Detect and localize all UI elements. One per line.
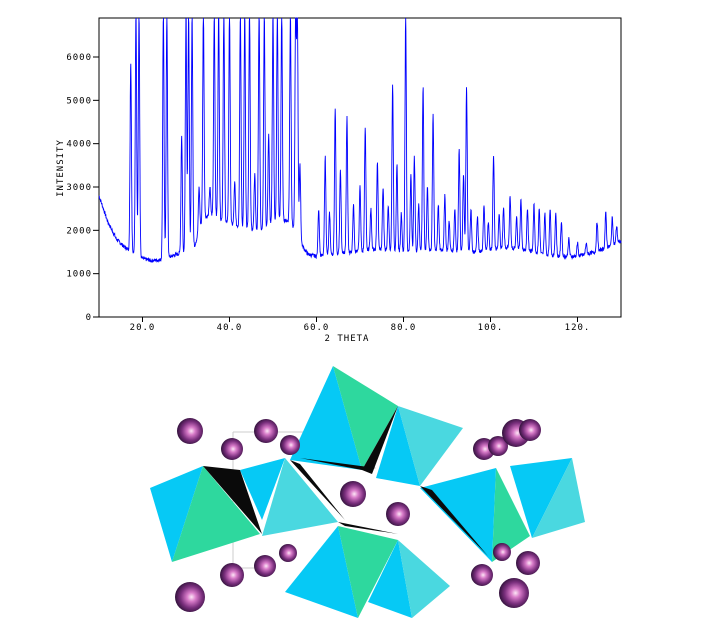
tetrahedron [240,458,285,520]
diffraction-chart: 0 1000 2000 3000 4000 5000 6000 20.0 40.0 60.0 80… [56,17,622,344]
y-tick-label: 6000 [66,53,92,63]
tetrahedron [172,466,260,562]
atom [493,543,511,561]
x-tick-label: 100. [478,323,504,333]
tetrahedron [262,458,338,536]
y-tick-label: 0 [86,313,92,323]
atom [177,418,203,444]
y-tick-label: 4000 [66,140,92,150]
shaded-face [362,406,398,474]
x-tick-label: 40.0 [217,323,243,333]
tetrahedron [398,540,450,618]
atom [254,555,276,577]
atom [175,582,205,612]
y-tick-label: 5000 [66,96,92,106]
tetrahedron [290,366,362,470]
diffraction-pattern-line [98,17,622,263]
tetrahedron [150,466,203,562]
atom [254,419,278,443]
x-tick-label: 60.0 [304,323,330,333]
y-tick-label: 3000 [66,183,92,193]
x-axis: 20.0 40.0 60.0 80.0 100. 120. [130,317,591,333]
tetrahedron [532,458,585,538]
atom [471,564,493,586]
x-tick-label: 20.0 [130,323,156,333]
atom [516,551,540,575]
x-axis-title: 2 THETA [325,334,370,344]
atom [488,436,508,456]
y-tick-label: 2000 [66,226,92,236]
tetrahedron [492,468,530,562]
x-tick-label: 80.0 [391,323,417,333]
atom [220,563,244,587]
tetrahedron [285,526,358,618]
shaded-face [300,458,376,470]
tetrahedron [368,540,412,618]
plot-frame [98,17,622,318]
atom [340,481,366,507]
atom [519,419,541,441]
tetrahedron [333,366,398,470]
crystal-structure-illustration [150,366,585,618]
shaded-face [420,486,488,556]
atoms [175,418,541,612]
tetrahedron [376,406,420,486]
atom [499,578,529,608]
shaded-face [290,460,345,520]
x-tick-label: 120. [565,323,591,333]
atom [221,438,243,460]
tetrahedron [420,468,496,562]
y-axis-title: INTENSITY [56,139,66,197]
y-tick-label: 1000 [66,270,92,280]
atom [386,502,410,526]
tetrahedron [398,406,463,486]
y-axis: 0 1000 2000 3000 4000 5000 6000 [66,53,99,323]
tetrahedron [338,526,398,618]
atom [280,435,300,455]
tetrahedron [510,458,572,538]
shaded-face [203,466,262,534]
shaded-face [338,522,398,534]
polyhedra [150,366,585,618]
atom [279,544,297,562]
